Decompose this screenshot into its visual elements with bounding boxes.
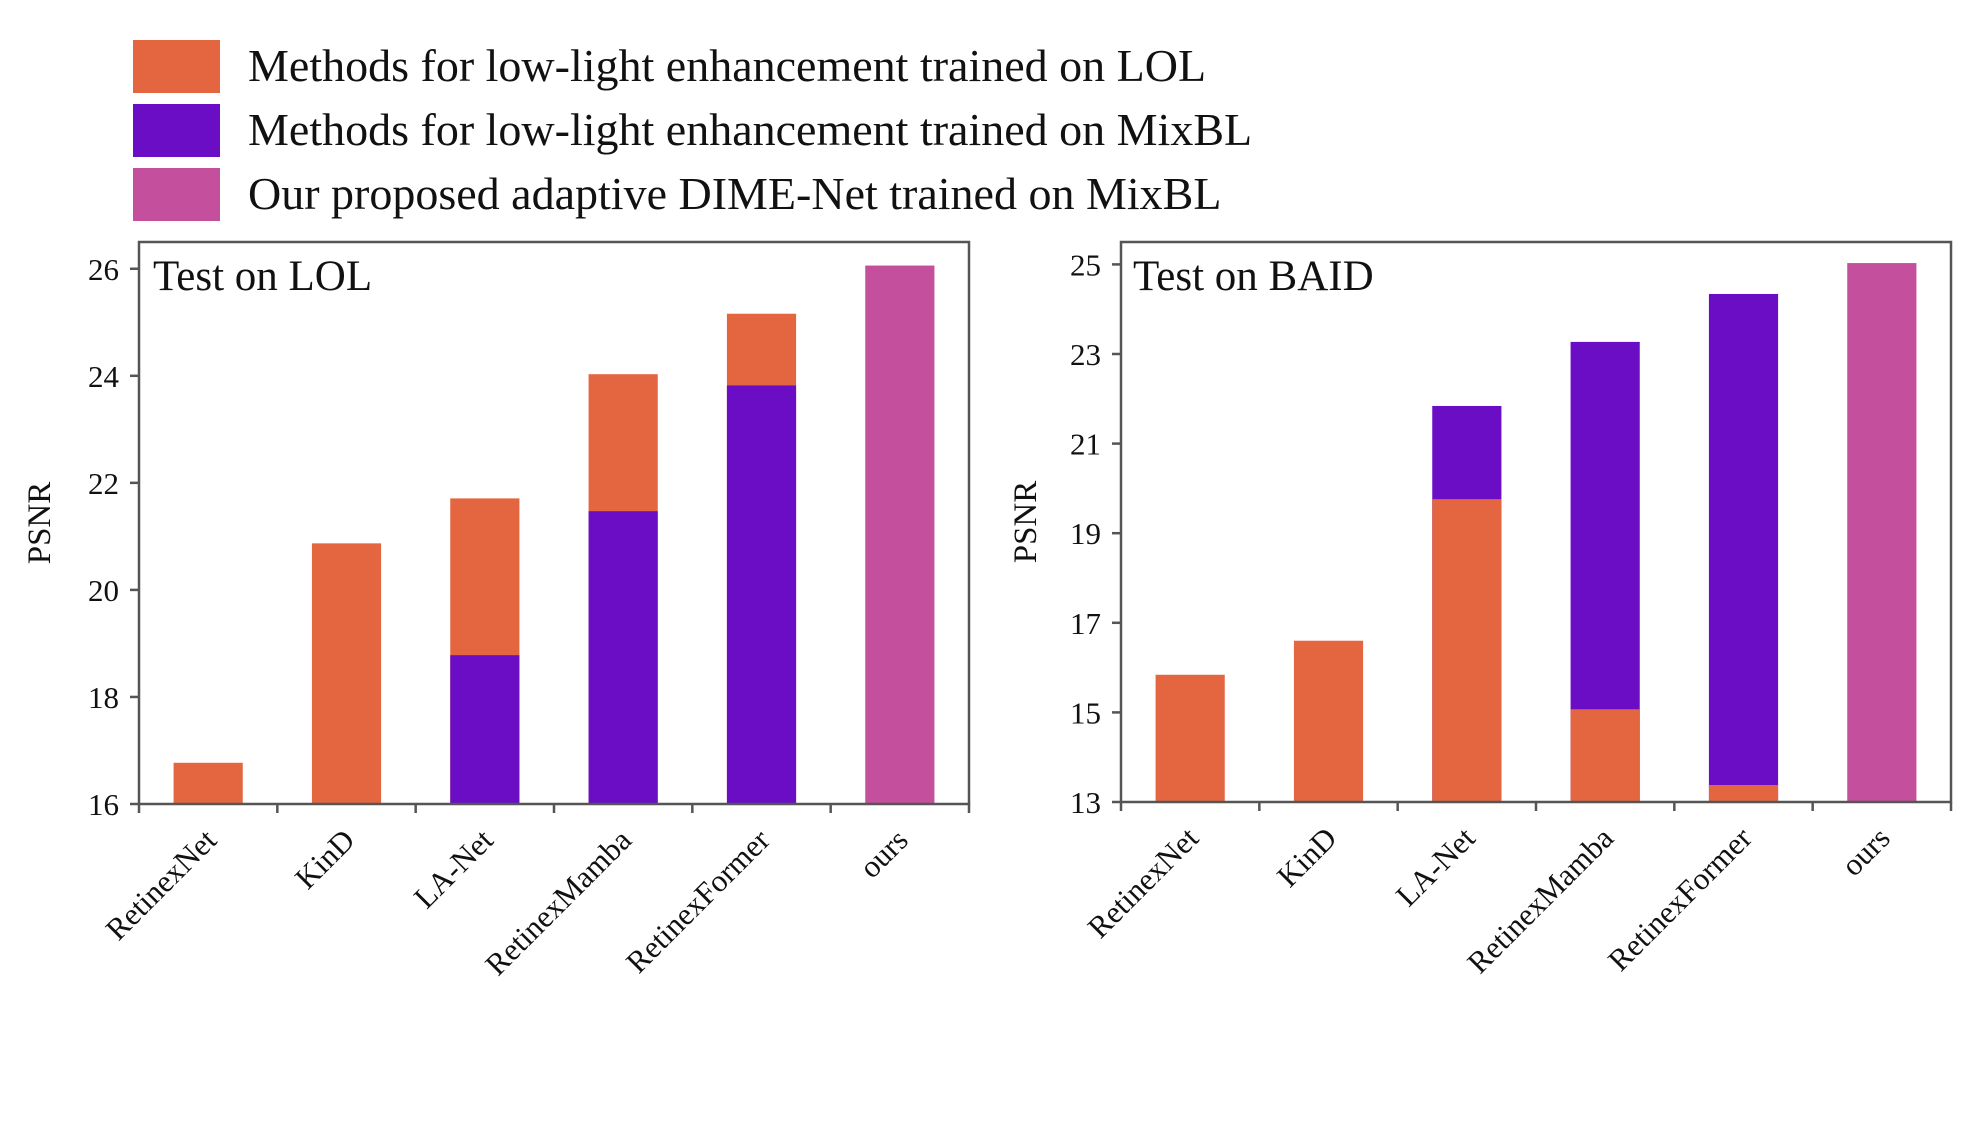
plot-frame (1119, 240, 1953, 804)
category-label-retinexnet: RetinexNet (99, 822, 224, 947)
bar-retinexmamba-series-1 (1570, 709, 1640, 802)
y-axis-label: PSNR (1008, 481, 1044, 564)
category-label-retinexnet: RetinexNet (1081, 820, 1206, 945)
bar-kind-series-1 (1293, 640, 1364, 802)
legend: Methods for low-light enhancement traine… (133, 40, 1252, 221)
category-label-kind: KinD (1270, 820, 1343, 893)
y-tick-label-23: 23 (1070, 337, 1101, 372)
y-tick-label-18: 18 (88, 680, 119, 715)
y-tick-label-26: 26 (88, 252, 119, 287)
category-label-ours: ours (1834, 820, 1897, 883)
bar-la-net-series-2 (450, 655, 520, 804)
bar-retinexnet-series-1 (1155, 674, 1225, 802)
y-tick-label-25: 25 (1070, 247, 1101, 282)
bar-kind-series-1 (311, 543, 382, 804)
category-label-retinexformer: RetinexFormer (619, 822, 777, 980)
y-tick-label-24: 24 (88, 359, 120, 394)
plot-frame (137, 240, 971, 806)
category-label-retinexformer: RetinexFormer (1601, 820, 1759, 978)
category-label-la-net: LA-Net (407, 822, 500, 915)
legend-label-2: Methods for low-light enhancement traine… (248, 104, 1252, 155)
y-tick-label-21: 21 (1070, 427, 1101, 462)
legend-swatch-1 (133, 40, 220, 93)
panel-title: Test on BAID (1133, 253, 1374, 300)
y-tick-label-19: 19 (1070, 516, 1101, 551)
y-tick-label-16: 16 (88, 787, 119, 822)
legend-swatch-2 (133, 104, 220, 157)
y-tick-label-15: 15 (1070, 695, 1101, 730)
bar-retinexformer-series-1 (1708, 784, 1779, 802)
legend-swatch-3 (133, 168, 220, 221)
bar-la-net-series-1 (1432, 499, 1502, 802)
y-tick-label-13: 13 (1070, 785, 1101, 820)
y-tick-label-20: 20 (88, 573, 119, 608)
y-tick-label-17: 17 (1070, 606, 1101, 641)
category-label-retinexmamba: RetinexMamba (1460, 820, 1620, 980)
panel-title: Test on LOL (153, 253, 372, 300)
bar-retinexformer-series-2 (1708, 293, 1779, 802)
category-label-kind: KinD (288, 822, 361, 895)
bar-retinexformer-series-2 (726, 385, 797, 804)
category-label-la-net: LA-Net (1389, 820, 1482, 913)
bar-retinexmamba-series-2 (588, 511, 658, 804)
legend-label-3: Our proposed adaptive DIME-Net trained o… (248, 168, 1221, 219)
legend-label-1: Methods for low-light enhancement traine… (248, 40, 1206, 91)
bar-ours-series-3 (1847, 263, 1917, 802)
bar-ours-series-3 (865, 265, 935, 804)
chart-panel-lol: 16 18 20 22 24 26 RetinexNet KinD LA-NetRetinexM… (22, 240, 971, 982)
category-label-retinexmamba: RetinexMamba (478, 822, 638, 982)
y-axis-label: PSNR (22, 482, 58, 565)
y-tick-label-22: 22 (88, 466, 119, 501)
bar-retinexnet-series-1 (173, 762, 243, 804)
category-label-ours: ours (852, 822, 915, 885)
